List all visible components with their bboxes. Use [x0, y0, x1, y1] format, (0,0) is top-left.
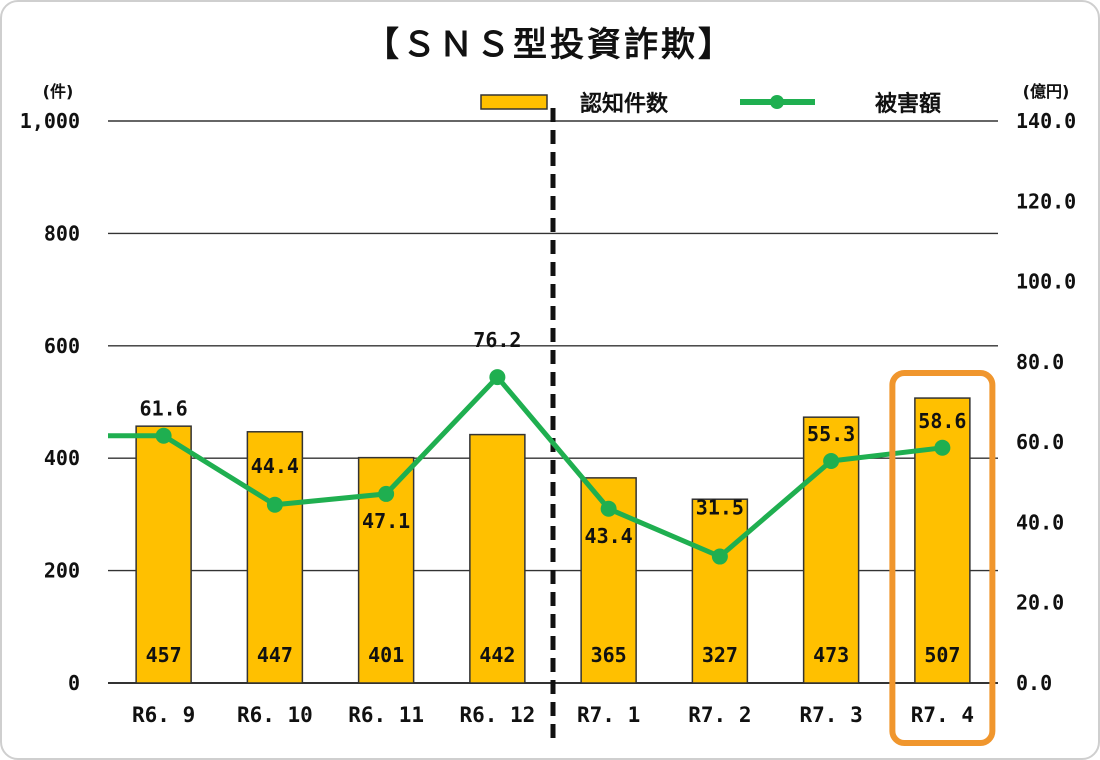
- left-axis-tick-label: 600: [44, 334, 80, 358]
- x-axis-tick-label: R6. 11: [348, 703, 424, 727]
- left-axis-tick-label: 800: [44, 221, 80, 245]
- bar-value-label: 473: [813, 643, 849, 667]
- legend-line-marker: [770, 95, 784, 109]
- x-axis-tick-label: R6. 10: [237, 703, 313, 727]
- damage-point: [711, 548, 728, 565]
- damage-point: [600, 500, 617, 517]
- x-axis-tick-label: R6. 9: [132, 703, 195, 727]
- left-axis-tick-label: 200: [44, 559, 80, 583]
- damage-point: [823, 453, 840, 470]
- damage-point: [489, 369, 506, 386]
- bar-value-label: 507: [924, 643, 960, 667]
- x-axis-tick-label: R7. 1: [577, 703, 640, 727]
- damage-point-label: 55.3: [807, 422, 855, 446]
- left-axis-tick-label: 400: [44, 446, 80, 470]
- right-axis-tick-label: 60.0: [1016, 430, 1064, 454]
- bar: [691, 498, 749, 684]
- damage-point-label: 61.6: [140, 397, 188, 421]
- bar-value-label: 365: [591, 643, 627, 667]
- x-axis-tick-label: R7. 3: [800, 703, 863, 727]
- damage-point-label: 31.5: [696, 496, 744, 520]
- left-axis-unit: (件): [43, 82, 74, 101]
- x-axis-tick-label: R6. 12: [459, 703, 535, 727]
- damage-line-series: [108, 369, 951, 565]
- bar: [135, 425, 192, 684]
- chart-title: 【ＳＮＳ型投資詐欺】: [365, 25, 735, 65]
- left-axis-tick-label: 0: [68, 671, 80, 695]
- bar: [246, 431, 304, 684]
- right-axis-tick-label: 120.0: [1016, 189, 1076, 213]
- bar-value-label: 401: [368, 643, 404, 667]
- legend: 認知件数 被害額: [480, 91, 941, 117]
- damage-point-label: 76.2: [473, 328, 521, 352]
- highlight-box-rect: [889, 370, 996, 746]
- bar-value-label: 327: [702, 643, 738, 667]
- damage-point-label: 58.6: [918, 409, 966, 433]
- bar-value-labels: 457 447 401 442 365 327 473 507: [146, 643, 961, 667]
- legend-line-label: 被害額: [875, 91, 941, 117]
- right-axis-tick-label: 140.0: [1016, 109, 1076, 133]
- legend-bar-label: 認知件数: [580, 91, 669, 117]
- legend-bar-swatch: [480, 94, 548, 110]
- highlight-box: [889, 370, 996, 746]
- damage-point: [934, 439, 951, 456]
- x-axis-ticks: R6. 9 R6. 10 R6. 11 R6. 12 R7. 1 R7. 2 R7. 3 R7…: [132, 703, 974, 727]
- right-axis-tick-label: 0.0: [1016, 671, 1052, 695]
- right-axis-ticks: 0.0 20.0 40.0 60.0 80.0 100.0 120.0 140.0: [1016, 109, 1076, 695]
- damage-point-label: 44.4: [251, 454, 299, 478]
- left-axis-tick-label: 1,000: [20, 109, 80, 133]
- right-axis-tick-label: 20.0: [1016, 591, 1064, 615]
- left-axis-ticks: 0 200 400 600 800 1,000: [20, 109, 80, 695]
- damage-point: [266, 496, 283, 513]
- right-axis-unit: (億円): [1023, 82, 1070, 101]
- damage-point-labels: 61.6 44.4 47.1 76.2 43.4 31.5 55.3 58.6: [140, 328, 967, 548]
- bar-value-label: 447: [257, 643, 293, 667]
- bar: [469, 433, 526, 684]
- damage-point-label: 47.1: [362, 509, 410, 533]
- x-axis-tick-label: R7. 2: [688, 703, 751, 727]
- right-axis-tick-label: 100.0: [1016, 270, 1076, 294]
- x-axis-tick-label: R7. 4: [911, 703, 974, 727]
- damage-point: [378, 485, 395, 502]
- bar-value-label: 442: [479, 643, 515, 667]
- bar-value-label: 457: [146, 643, 182, 667]
- damage-point-label: 43.4: [585, 524, 633, 548]
- right-axis-tick-label: 40.0: [1016, 510, 1064, 534]
- right-axis-tick-label: 80.0: [1016, 350, 1064, 374]
- damage-point: [155, 427, 172, 444]
